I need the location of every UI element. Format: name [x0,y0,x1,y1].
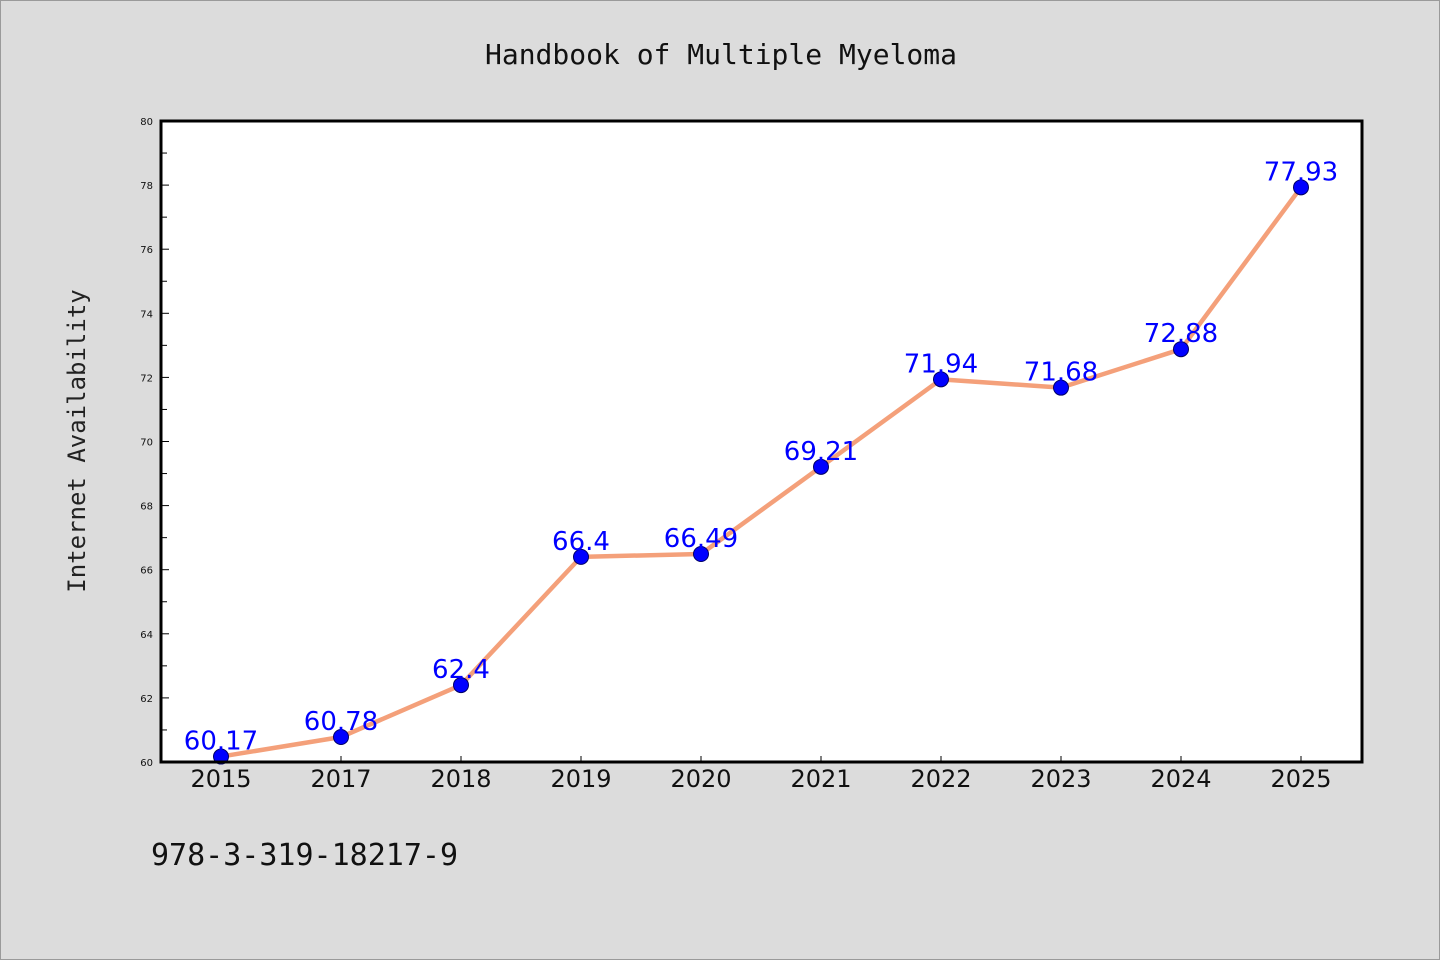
data-point [933,371,949,388]
x-tick-label: 2023 [1030,765,1091,793]
y-axis-label: Internet Availability [63,289,91,592]
y-tick-label: 76 [140,245,153,256]
data-label: 72.88 [1144,319,1218,349]
data-label: 62.4 [432,655,490,685]
x-tick-label: 2017 [310,765,371,793]
chart-title: Handbook of Multiple Myeloma [485,38,957,71]
x-axis: 2015 2017 2018 2019 2020 2021 2022 2023 2024 2025 [190,756,1332,793]
x-tick-label: 2022 [910,765,971,793]
data-label: 66.4 [552,527,610,557]
data-point [1293,179,1309,196]
x-tick-label: 2018 [430,765,491,793]
x-tick-label: 2020 [670,765,731,793]
data-point [573,548,589,565]
data-point [1173,341,1189,358]
data-label: 71.94 [904,349,978,379]
data-label: 77.93 [1264,157,1338,187]
data-labels: 60.17 60.78 62.4 66.4 66.49 69.21 71.94 71.68 72… [184,157,1338,756]
data-point [1053,379,1069,396]
y-tick-label: 64 [140,630,153,641]
y-tick-label: 66 [140,566,153,577]
y-axis: 60 62 64 66 68 70 72 74 76 78 80 [140,117,169,769]
data-label: 71.68 [1024,358,1098,388]
y-tick-label: 70 [140,438,153,449]
y-tick-label: 68 [140,502,153,513]
data-label: 60.78 [304,707,378,737]
y-tick-label: 62 [140,694,153,705]
data-label: 60.17 [184,727,258,757]
data-point [213,748,229,765]
data-point [453,677,469,694]
x-tick-label: 2015 [190,765,251,793]
y-tick-label: 60 [140,758,153,769]
data-label: 69.21 [784,437,858,467]
x-tick-label: 2025 [1270,765,1331,793]
y-tick-label: 72 [140,373,153,384]
series-line [218,185,1304,759]
data-point [813,458,829,475]
data-point [333,729,349,746]
data-markers [213,179,1309,765]
series-line-group [218,185,1304,759]
x-tick-label: 2021 [790,765,851,793]
plot-area [161,121,1362,762]
y-tick-label: 74 [140,309,153,320]
data-label: 66.49 [664,524,738,554]
x-tick-label: 2024 [1150,765,1211,793]
y-tick-label: 80 [140,117,153,128]
y-tick-label: 78 [140,181,153,192]
data-point [693,545,709,562]
x-tick-label: 2019 [550,765,611,793]
footer-isbn: 978-3-319-18217-9 [151,838,458,873]
plot-frame [159,119,1364,764]
